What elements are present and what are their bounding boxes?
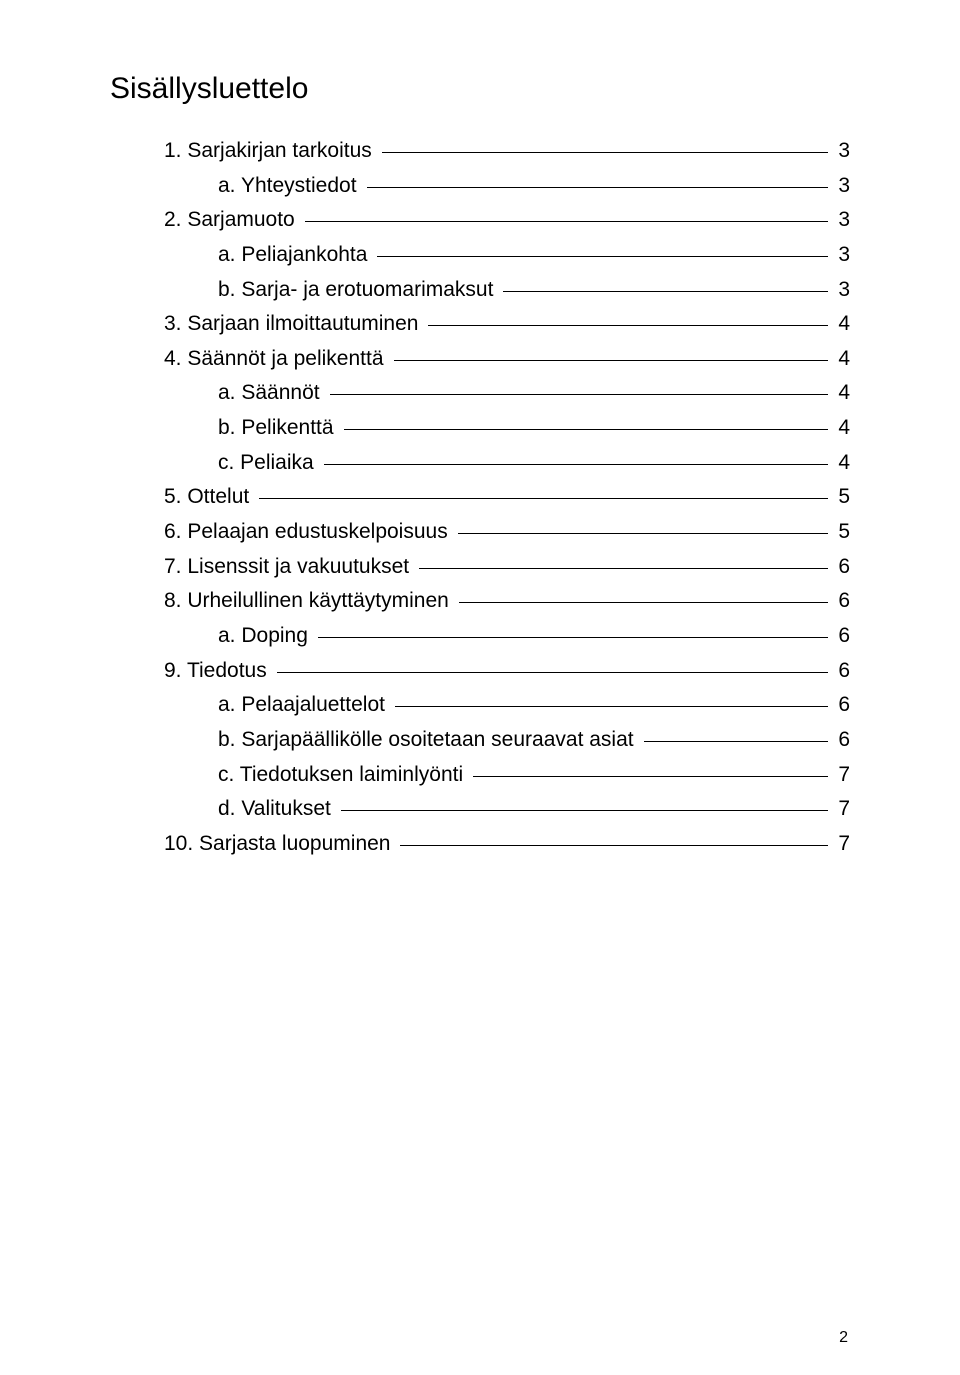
toc-entry-label: b. Sarja- ja erotuomarimaksut [218,273,499,308]
toc-entry-label: 4. Säännöt ja pelikenttä [164,342,390,377]
toc-entry: b. Sarjapäällikölle osoitetaan seuraavat… [218,723,850,758]
toc-entry-page: 3 [832,169,850,204]
toc-leader-line [324,464,829,465]
toc-leader-line [330,394,829,395]
toc-entry: 8. Urheilullinen käyttäytyminen 6 [164,584,850,619]
toc-entry-page: 6 [832,723,850,758]
toc-leader-line [428,325,828,326]
toc-leader-line [419,568,828,569]
toc-leader-line [341,810,828,811]
toc-entry-label: 10. Sarjasta luopuminen [164,827,396,862]
toc-leader-line [458,533,829,534]
toc-entry: 5. Ottelut 5 [164,480,850,515]
toc-leader-line [367,187,829,188]
toc-entry-page: 4 [832,446,850,481]
toc-entry-page: 6 [832,550,850,585]
toc-entry-page: 3 [832,238,850,273]
toc-leader-line [395,706,828,707]
toc-leader-line [400,845,828,846]
toc-entry-page: 6 [832,654,850,689]
toc-entry-label: b. Sarjapäällikölle osoitetaan seuraavat… [218,723,640,758]
document-page: Sisällysluettelo 1. Sarjakirjan tarkoitu… [0,0,960,1375]
toc-entry-page: 4 [832,376,850,411]
toc-entry-page: 7 [832,758,850,793]
toc-leader-line [503,291,828,292]
toc-entry-page: 7 [832,792,850,827]
toc-entry-page: 4 [832,342,850,377]
toc-entry-label: a. Doping [218,619,314,654]
toc-entry: c. Peliaika 4 [218,446,850,481]
toc-entry-page: 4 [832,307,850,342]
toc-entry-label: a. Peliajankohta [218,238,373,273]
toc-entry-label: 3. Sarjaan ilmoittautuminen [164,307,424,342]
toc-entry-page: 3 [832,203,850,238]
toc-leader-line [377,256,828,257]
toc-entry: b. Sarja- ja erotuomarimaksut 3 [218,273,850,308]
toc-entry: d. Valitukset 7 [218,792,850,827]
toc-entry: a. Pelaajaluettelot 6 [218,688,850,723]
toc-entry-page: 5 [832,515,850,550]
toc-entry: 7. Lisenssit ja vakuutukset 6 [164,550,850,585]
toc-entry: 9. Tiedotus 6 [164,654,850,689]
toc-leader-line [473,776,828,777]
toc-entry: b. Pelikenttä 4 [218,411,850,446]
toc-leader-line [318,637,828,638]
toc-entry-page: 3 [832,273,850,308]
toc-entry-label: 8. Urheilullinen käyttäytyminen [164,584,455,619]
toc-entry: a. Doping 6 [218,619,850,654]
toc-leader-line [644,741,829,742]
toc-entry: 10. Sarjasta luopuminen 7 [164,827,850,862]
toc-entry-page: 4 [832,411,850,446]
toc-entry: 2. Sarjamuoto 3 [164,203,850,238]
toc-leader-line [382,152,829,153]
toc-entry-page: 5 [832,480,850,515]
toc-entry-label: c. Tiedotuksen laiminlyönti [218,758,469,793]
toc-entry-label: a. Yhteystiedot [218,169,363,204]
toc-leader-line [344,429,829,430]
toc-entry-label: b. Pelikenttä [218,411,340,446]
toc-entry-label: a. Säännöt [218,376,326,411]
page-number: 2 [839,1329,848,1347]
toc-entry-label: a. Pelaajaluettelot [218,688,391,723]
toc-leader-line [259,498,828,499]
toc-entry: 4. Säännöt ja pelikenttä 4 [164,342,850,377]
toc-entry-label: 7. Lisenssit ja vakuutukset [164,550,415,585]
toc-entry-page: 6 [832,619,850,654]
toc-entry-label: 1. Sarjakirjan tarkoitus [164,134,378,169]
toc-entry: 6. Pelaajan edustuskelpoisuus 5 [164,515,850,550]
toc-list: 1. Sarjakirjan tarkoitus3a. Yhteystiedot… [110,134,850,861]
toc-leader-line [277,672,829,673]
toc-leader-line [305,221,829,222]
toc-entry-page: 6 [832,688,850,723]
toc-leader-line [459,602,829,603]
toc-entry: a. Säännöt 4 [218,376,850,411]
toc-leader-line [394,360,829,361]
toc-title: Sisällysluettelo [110,72,850,106]
toc-entry-label: 6. Pelaajan edustuskelpoisuus [164,515,454,550]
toc-entry-page: 6 [832,584,850,619]
toc-entry-label: 9. Tiedotus [164,654,273,689]
toc-entry-page: 7 [832,827,850,862]
toc-entry-label: c. Peliaika [218,446,320,481]
toc-entry: 3. Sarjaan ilmoittautuminen 4 [164,307,850,342]
toc-entry-label: d. Valitukset [218,792,337,827]
toc-entry-label: 5. Ottelut [164,480,255,515]
toc-entry-label: 2. Sarjamuoto [164,203,301,238]
toc-entry: 1. Sarjakirjan tarkoitus 3 [164,134,850,169]
toc-entry: c. Tiedotuksen laiminlyönti 7 [218,758,850,793]
toc-entry: a. Yhteystiedot 3 [218,169,850,204]
toc-entry-page: 3 [832,134,850,169]
toc-entry: a. Peliajankohta 3 [218,238,850,273]
